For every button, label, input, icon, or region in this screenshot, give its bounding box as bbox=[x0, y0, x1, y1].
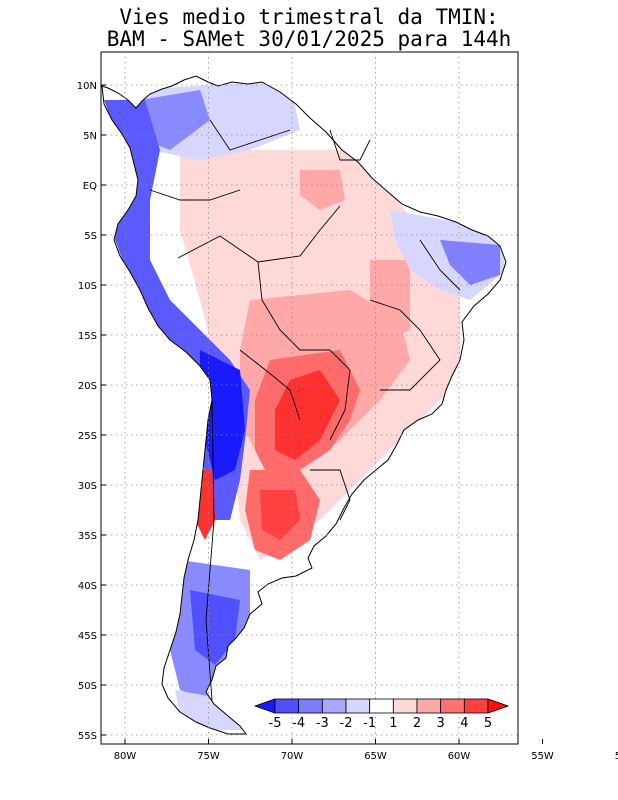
lon-tick-label: 50W bbox=[615, 751, 618, 762]
country-borders bbox=[149, 119, 461, 701]
border-paraguay bbox=[329, 349, 351, 441]
colorbar-swatch bbox=[369, 698, 394, 714]
lon-tick-label: 75W bbox=[197, 751, 220, 762]
title-line-2: BAM - SAMet 30/01/2025 para 144h bbox=[106, 27, 512, 51]
pampas-strong-warm bbox=[260, 490, 300, 540]
colorbar-label: -1 bbox=[363, 716, 376, 731]
lat-tick-label: 10S bbox=[78, 281, 97, 292]
lat-tick-label: 5N bbox=[83, 131, 97, 142]
colorbar: -5 -4 -3 -2 -1 1 2 3 4 5 bbox=[253, 698, 510, 731]
colorbar-label: -2 bbox=[340, 716, 353, 731]
colorbar-label: 4 bbox=[460, 716, 468, 731]
lat-tick-label: 45S bbox=[78, 631, 97, 642]
colorbar-label: -3 bbox=[316, 716, 329, 731]
lat-tick-label: 55S bbox=[78, 731, 97, 742]
graticule bbox=[101, 52, 518, 744]
colorbar-swatch bbox=[274, 698, 300, 714]
colorbar-label: 5 bbox=[484, 716, 492, 731]
lat-tick-label: 5S bbox=[84, 231, 97, 242]
colorbar-swatch bbox=[440, 698, 465, 714]
border-brazil-states bbox=[369, 299, 441, 391]
border-argentina-north bbox=[239, 349, 301, 421]
amazon-warm-patch bbox=[300, 170, 345, 210]
lat-tick-label: 40S bbox=[78, 581, 97, 592]
colorbar-label: -4 bbox=[292, 716, 305, 731]
border-guianas bbox=[329, 129, 371, 161]
lat-tick-label: 10N bbox=[77, 81, 97, 92]
colorbar-label: 2 bbox=[413, 716, 421, 731]
axis-ticks: 80W75W70W65W60W55W50W45W40W35W10N5NEQ5S1… bbox=[77, 81, 618, 762]
lat-tick-label: 20S bbox=[78, 381, 97, 392]
colorbar-swatch bbox=[298, 698, 323, 714]
lon-tick-label: 65W bbox=[364, 751, 387, 762]
colorbar-swatch bbox=[416, 698, 442, 714]
colorbar-label: -5 bbox=[269, 716, 282, 731]
lat-tick-label: EQ bbox=[83, 181, 97, 192]
colorbar-swatch bbox=[487, 698, 510, 714]
border-colombia-peru bbox=[149, 189, 241, 201]
border-venezuela bbox=[209, 119, 291, 151]
light-warm-patch-east bbox=[370, 260, 410, 340]
border-brazil-northeast bbox=[419, 239, 461, 291]
lat-tick-label: 30S bbox=[78, 481, 97, 492]
colorbar-swatch bbox=[345, 698, 371, 714]
lat-tick-label: 50S bbox=[78, 681, 97, 692]
lat-tick-label: 25S bbox=[78, 431, 97, 442]
border-brazil-north bbox=[177, 205, 341, 263]
lat-tick-label: 35S bbox=[78, 531, 97, 542]
border-bolivia bbox=[257, 261, 330, 351]
border-chile bbox=[205, 399, 215, 701]
lon-tick-label: 70W bbox=[281, 751, 304, 762]
northeast-cooler bbox=[440, 240, 500, 285]
colorbar-label: 1 bbox=[389, 716, 397, 731]
atacama-strong-cool bbox=[200, 350, 245, 480]
lon-tick-label: 60W bbox=[448, 751, 471, 762]
lon-tick-label: 80W bbox=[114, 751, 137, 762]
colorbar-swatch bbox=[392, 698, 418, 714]
title-line-1: Vies medio trimestral da TMIN: bbox=[119, 5, 499, 29]
colorbar-swatch bbox=[321, 698, 347, 714]
colorbar-label: 3 bbox=[437, 716, 445, 731]
colorbar-swatch bbox=[463, 698, 489, 714]
lon-tick-label: 55W bbox=[531, 751, 554, 762]
border-uruguay bbox=[310, 469, 351, 521]
lat-tick-label: 15S bbox=[78, 331, 97, 342]
